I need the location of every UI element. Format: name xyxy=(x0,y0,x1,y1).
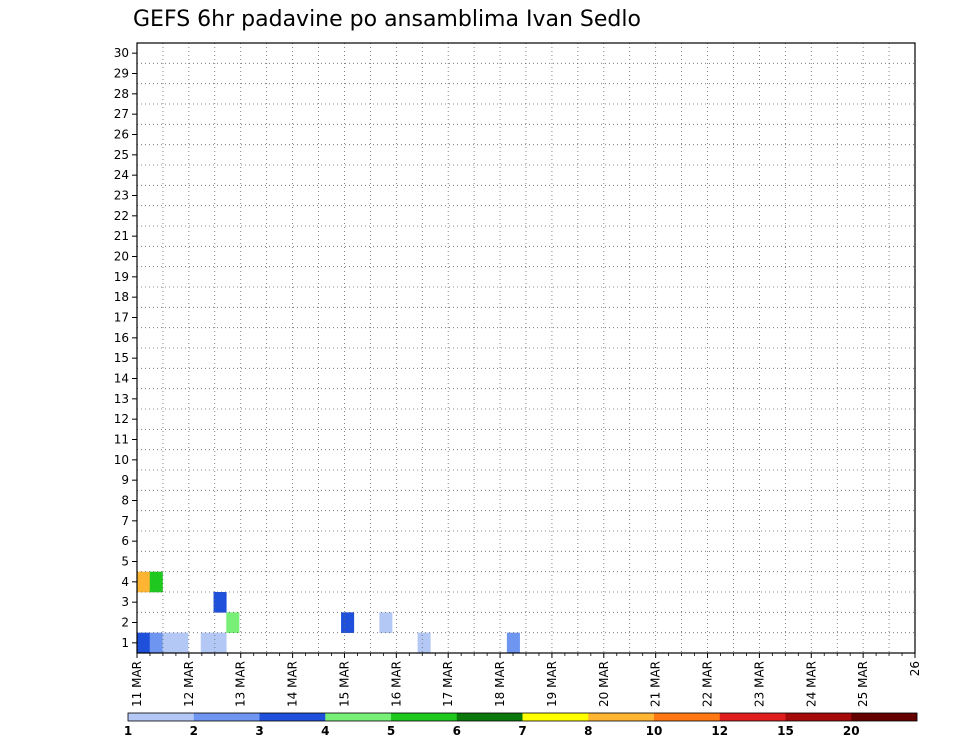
y-tick-label: 17 xyxy=(114,311,129,325)
heatmap-cell xyxy=(149,571,163,593)
colorbar-swatch xyxy=(325,713,392,721)
x-tick-label: 12 MAR xyxy=(182,661,196,707)
y-tick-label: 12 xyxy=(114,412,129,426)
colorbar-swatch xyxy=(456,713,523,721)
y-tick-label: 4 xyxy=(121,575,129,589)
chart-title: GEFS 6hr padavine po ansamblima Ivan Sed… xyxy=(133,7,641,32)
y-tick-label: 30 xyxy=(114,46,129,60)
colorbar-frame xyxy=(127,712,918,722)
colorbar-swatch xyxy=(851,713,918,721)
y-tick-label: 15 xyxy=(114,351,129,365)
y-tick-label: 18 xyxy=(114,290,129,304)
y-tick-label: 21 xyxy=(114,229,129,243)
colorbar-swatch xyxy=(588,713,655,721)
y-tick-label: 24 xyxy=(114,168,129,182)
y-tick-label: 3 xyxy=(121,595,129,609)
colorbar-label: 8 xyxy=(584,724,592,738)
colorbar-legend: 1 2 3 4 5 6 7 8 10 12 15 20 xyxy=(124,712,918,738)
colorbar-label: 12 xyxy=(711,724,728,738)
colorbar-swatch xyxy=(719,713,786,721)
y-tick-label: 2 xyxy=(121,616,129,630)
colorbar-swatch xyxy=(259,713,326,721)
x-tick-label: 15 MAR xyxy=(337,661,351,707)
colorbar-label: 4 xyxy=(321,724,329,738)
x-tick-label: 26 xyxy=(908,661,922,676)
heatmap-cell xyxy=(137,571,151,593)
y-tick-label: 6 xyxy=(121,534,129,548)
y-tick-label: 23 xyxy=(114,189,129,203)
heatmap-cell xyxy=(379,612,393,633)
heatmap-cell xyxy=(137,632,151,654)
colorbar-label: 6 xyxy=(453,724,461,738)
heatmap-cell xyxy=(149,632,163,654)
x-tick-label: 17 MAR xyxy=(441,661,455,707)
y-tick-label: 1 xyxy=(121,636,129,650)
y-tick-label: 13 xyxy=(114,392,129,406)
y-tick-label: 7 xyxy=(121,514,129,528)
y-tick-label: 11 xyxy=(114,433,129,447)
y-tick-label: 27 xyxy=(114,107,129,121)
x-tick-label: 25 MAR xyxy=(856,661,870,707)
x-tick-label: 16 MAR xyxy=(389,661,403,707)
colorbar-label: 3 xyxy=(255,724,263,738)
colorbar-swatch xyxy=(128,713,195,721)
y-tick-label: 16 xyxy=(114,331,129,345)
y-tick-label: 10 xyxy=(114,453,129,467)
colorbar-swatch xyxy=(785,713,852,721)
grid-lines xyxy=(137,43,915,653)
y-axis: 1234567891011121314151617181920212223242… xyxy=(114,46,137,650)
heatmap-cell xyxy=(213,632,227,654)
x-tick-label: 13 MAR xyxy=(234,661,248,707)
colorbar-swatch xyxy=(522,713,589,721)
x-tick-label: 20 MAR xyxy=(597,661,611,707)
x-tick-label: 18 MAR xyxy=(493,661,507,707)
colorbar-label: 10 xyxy=(646,724,663,738)
x-tick-label: 24 MAR xyxy=(804,661,818,707)
colorbar-label: 7 xyxy=(518,724,526,738)
x-tick-label: 21 MAR xyxy=(649,661,663,707)
x-tick-label: 23 MAR xyxy=(752,661,766,707)
y-tick-label: 9 xyxy=(121,473,129,487)
y-tick-label: 14 xyxy=(114,372,129,386)
heatmap-cell xyxy=(341,612,355,633)
y-tick-label: 5 xyxy=(121,555,129,569)
colorbar-swatch xyxy=(193,713,260,721)
heatmap-cell xyxy=(417,632,431,654)
y-tick-label: 26 xyxy=(114,128,129,142)
y-tick-label: 22 xyxy=(114,209,129,223)
colorbar-swatch xyxy=(391,713,458,721)
colorbar-label: 5 xyxy=(387,724,395,738)
heatmap-cell xyxy=(162,632,176,654)
heatmap-cell xyxy=(506,632,520,654)
y-tick-label: 29 xyxy=(114,67,129,81)
colorbar-label: 1 xyxy=(124,724,132,738)
x-tick-label: 22 MAR xyxy=(701,661,715,707)
y-tick-label: 8 xyxy=(121,494,129,508)
heatmap-cell xyxy=(175,632,189,654)
x-axis: 11 MAR 12 MAR 13 MAR 14 MAR 15 MAR 16 MAR 17 M… xyxy=(130,653,922,707)
colorbar-label: 20 xyxy=(843,724,860,738)
colorbar-label: 15 xyxy=(777,724,794,738)
colorbar-swatch xyxy=(654,713,721,721)
heatmap-cell xyxy=(200,632,214,654)
y-tick-label: 28 xyxy=(114,87,129,101)
x-tick-label: 19 MAR xyxy=(545,661,559,707)
heatmap-cells xyxy=(137,571,520,654)
colorbar-label: 2 xyxy=(190,724,198,738)
y-tick-label: 20 xyxy=(114,250,129,264)
heatmap-cell xyxy=(213,592,227,613)
x-tick-label: 14 MAR xyxy=(286,661,300,707)
heatmap-cell xyxy=(226,612,240,633)
x-tick-label: 11 MAR xyxy=(130,661,144,707)
y-tick-label: 19 xyxy=(114,270,129,284)
y-tick-label: 25 xyxy=(114,148,129,162)
